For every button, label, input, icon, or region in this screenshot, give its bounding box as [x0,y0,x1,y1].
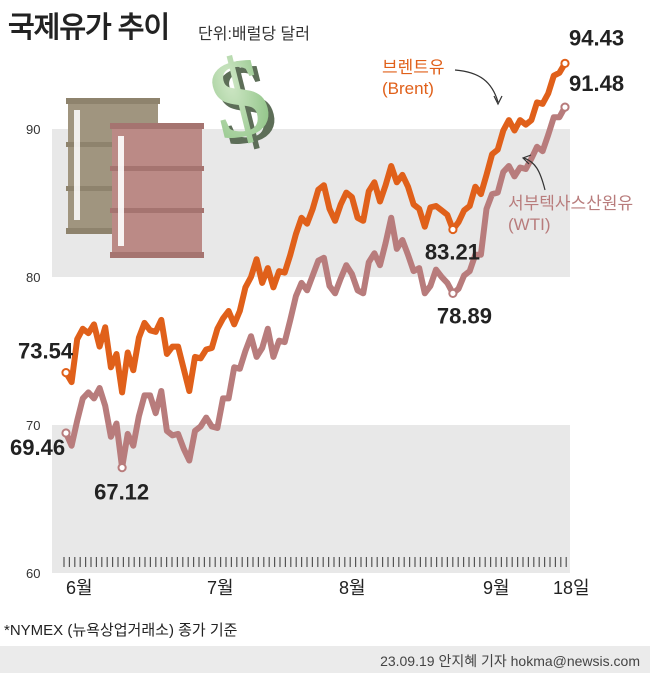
x-axis-label: 7월 [207,578,234,598]
data-labels: 73.54 83.21 94.43 69.46 67.12 78.89 91.48 [10,25,624,504]
brent-legend: 브렌트유 (Brent) [382,58,503,106]
credit-line: 23.09.19 안지혜 기자 hokma@newsis.com [380,653,640,669]
brent-legend-name: 브렌트유 [382,58,445,77]
oil-barrel-icon [110,123,204,258]
brent-arrow-head [493,95,503,106]
y-tick-label: 80 [26,270,40,285]
data-label: 78.89 [437,303,492,328]
wti-series-line [63,104,568,471]
data-label: 73.54 [18,339,74,364]
y-tick-label: 60 [26,566,40,581]
point-marker [448,224,458,235]
data-label: 67.12 [94,480,149,505]
point-marker [560,58,570,69]
data-label: 69.46 [10,435,65,460]
y-tick-label: 70 [26,418,40,433]
point-marker [448,288,458,298]
x-axis-label: 6월 [66,578,93,598]
chart-title: 국제유가 추이 [8,12,170,44]
brent-series-line [63,60,568,396]
y-axis-labels: 60 70 80 90 [26,122,40,581]
unit-label: 단위:배럴당 달러 [198,26,310,43]
wti-arrow [523,157,546,191]
grid-band-60-70 [52,425,570,573]
point-marker [61,368,71,378]
x-axis-label: 9월 [483,578,510,598]
wti-legend: 서부텍사스산원유 (WTI) [508,154,633,234]
footer-bar: 23.09.19 안지혜 기자 hokma@newsis.com [0,646,650,673]
x-axis-label: 8월 [339,578,366,598]
brent-arrow [454,69,499,103]
x-axis-labels: 6월 7월 8월 9월 18일 [66,578,590,598]
endpoint-markers [61,58,570,473]
brent-legend-sub: (Brent) [382,79,434,98]
point-marker [560,102,570,112]
wti-legend-sub: (WTI) [508,215,550,234]
data-label: 83.21 [425,240,480,265]
x-axis-ticks [63,557,567,567]
data-label: 94.43 [569,25,624,50]
point-marker [61,428,71,438]
y-tick-label: 90 [26,122,40,137]
x-axis-label: 18일 [553,578,590,598]
wti-arrow-head [521,154,532,165]
data-label: 91.48 [569,71,624,96]
footnote: *NYMEX (뉴욕상업거래소) 종가 기준 [4,622,238,639]
point-marker [117,463,127,473]
wti-legend-name: 서부텍사스산원유 [508,194,633,213]
